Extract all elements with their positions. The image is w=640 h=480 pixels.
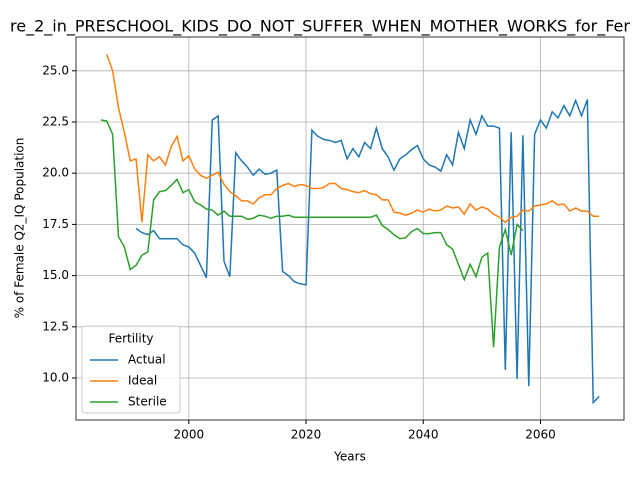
- legend-title: Fertility: [108, 332, 153, 346]
- y-tick-label: 10.0: [42, 371, 69, 385]
- line-series: [100, 119, 524, 348]
- legend-label: Actual: [128, 353, 166, 367]
- x-tick-label: 2020: [291, 428, 322, 442]
- legend-label: Sterile: [128, 395, 167, 409]
- chart-title: re_2_in_PRESCHOOL_KIDS_DO_NOT_SUFFER_WHE…: [10, 17, 630, 37]
- line-series: [106, 54, 600, 224]
- y-tick-label: 12.5: [42, 319, 69, 333]
- x-tick-label: 2000: [174, 428, 205, 442]
- plot-frame: [75, 36, 625, 421]
- line-series: [135, 98, 600, 405]
- y-tick-label: 25.0: [42, 63, 69, 77]
- y-axis-label: % of Female Q2_IQ Population: [13, 138, 27, 319]
- x-tick-label: 2060: [525, 428, 556, 442]
- y-tick-label: 17.5: [42, 217, 69, 231]
- y-tick-label: 22.5: [42, 114, 69, 128]
- y-tick-label: 15.0: [42, 268, 69, 282]
- x-tick-label: 2040: [408, 428, 439, 442]
- legend-label: Ideal: [128, 374, 157, 388]
- legend: Fertility Actual Ideal Sterile: [81, 325, 181, 414]
- y-tick-label: 20.0: [42, 166, 69, 180]
- legend-box: [81, 325, 181, 414]
- x-axis-label: Years: [333, 450, 366, 464]
